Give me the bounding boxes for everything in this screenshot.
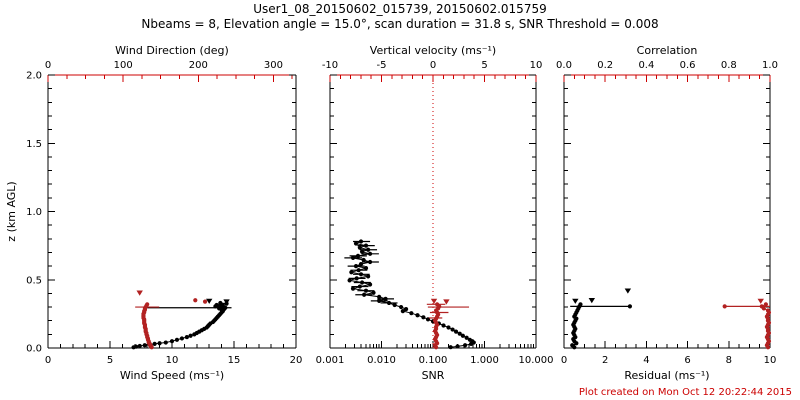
svg-text:1.000: 1.000 (470, 355, 499, 366)
svg-text:0.010: 0.010 (367, 355, 396, 366)
series-residual-outliers (627, 304, 633, 309)
svg-text:1.0: 1.0 (26, 207, 42, 218)
series-correlation (724, 298, 772, 350)
y-axis-title: z (km AGL) (5, 181, 18, 241)
svg-text:10: 10 (530, 60, 543, 71)
svg-text:0: 0 (561, 355, 567, 366)
svg-text:0.6: 0.6 (680, 60, 696, 71)
svg-text:6: 6 (684, 355, 690, 366)
panel-residual: 0 2 4 6 8 10 Residual (ms⁻¹) 0.0 0.2 0.4 0.6 0.8 1.0… (556, 44, 778, 382)
panel-wind: 0 5 10 15 20 Wind Speed (ms⁻¹) 0 100 200 300 Wind … (26, 44, 302, 382)
panel-frame (47, 74, 297, 349)
series-residual-profile (570, 288, 632, 350)
series-snr-profile (344, 239, 476, 350)
svg-text:0.0: 0.0 (556, 60, 572, 71)
panel-frame (563, 74, 771, 349)
plot-subtitle: Nbeams = 8, Elevation angle = 15.0°, sca… (141, 17, 659, 31)
snr-top-axis-title: Vertical velocity (ms⁻¹) (370, 44, 496, 57)
residual-top-axis-title: Correlation (637, 44, 698, 57)
snr-bottom-axis-title: SNR (422, 369, 445, 382)
svg-text:300: 300 (264, 60, 283, 71)
series-wind-direction-outliers (193, 298, 208, 304)
series-wind-speed (131, 298, 232, 350)
svg-text:0: 0 (45, 60, 51, 71)
svg-text:4: 4 (643, 355, 649, 366)
svg-text:2.0: 2.0 (26, 71, 42, 82)
svg-text:100: 100 (114, 60, 133, 71)
svg-text:0.2: 0.2 (597, 60, 613, 71)
svg-text:-5: -5 (377, 60, 387, 71)
svg-text:15: 15 (228, 355, 241, 366)
svg-text:10: 10 (764, 355, 777, 366)
wind-top-axis-title: Wind Direction (deg) (115, 44, 229, 57)
svg-text:0.4: 0.4 (638, 60, 654, 71)
plot-title: User1_08_20150602_015739, 20150602.01575… (253, 2, 547, 16)
svg-text:0.5: 0.5 (26, 275, 42, 286)
residual-bottom-axis-title: Residual (ms⁻¹) (624, 369, 709, 382)
svg-text:10: 10 (166, 355, 179, 366)
panel-snr: 0.001 0.010 0.100 1.000 10.000 SNR -10 -5 0 5 10 Ve… (316, 44, 554, 382)
svg-text:2: 2 (602, 355, 608, 366)
svg-text:0: 0 (430, 60, 436, 71)
svg-text:-10: -10 (322, 60, 338, 71)
plot-created-timestamp: Plot created on Mon Oct 12 20:22:44 2015 (578, 387, 792, 398)
svg-text:0.0: 0.0 (26, 344, 42, 355)
svg-text:0.100: 0.100 (419, 355, 448, 366)
series-wind-direction (135, 290, 160, 350)
series-correlation-outliers (722, 304, 727, 309)
wind-bottom-axis-title: Wind Speed (ms⁻¹) (120, 369, 224, 382)
svg-text:0: 0 (45, 355, 51, 366)
svg-text:200: 200 (189, 60, 208, 71)
svg-text:5: 5 (107, 355, 113, 366)
svg-text:0.8: 0.8 (721, 60, 737, 71)
svg-text:5: 5 (481, 60, 487, 71)
svg-text:1.5: 1.5 (26, 139, 42, 150)
svg-text:10.000: 10.000 (519, 355, 554, 366)
series-vertical-velocity (426, 298, 470, 350)
svg-text:0.001: 0.001 (316, 355, 345, 366)
svg-text:8: 8 (726, 355, 732, 366)
svg-text:1.0: 1.0 (762, 60, 778, 71)
svg-text:20: 20 (290, 355, 303, 366)
